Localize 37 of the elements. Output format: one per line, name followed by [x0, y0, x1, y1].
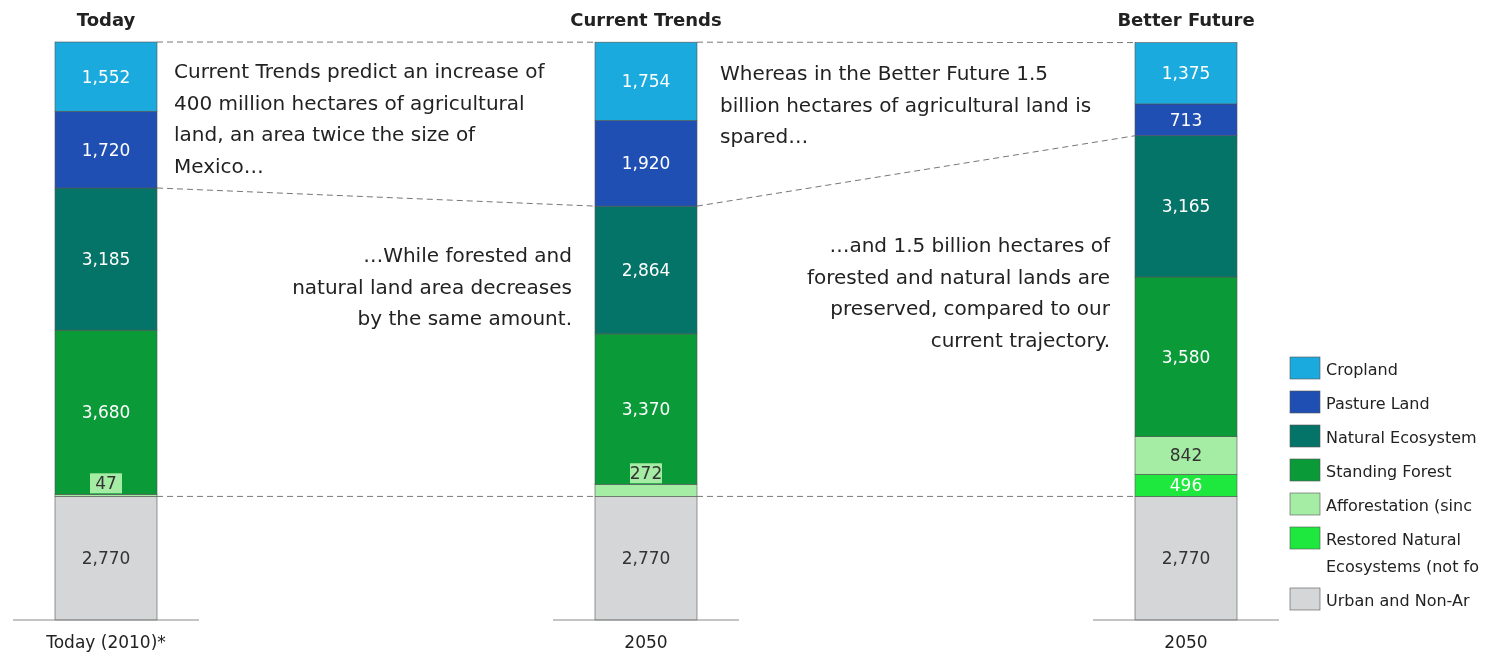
x-tick-label: 2050: [624, 632, 668, 652]
annotation: Current Trends predict an increase of 400 million hectares of agricultural land, an area twice the size of Mexico…: [174, 59, 546, 178]
data-label: 2,770: [1161, 548, 1211, 569]
data-label: 1,552: [81, 66, 131, 87]
legend-label: Natural Ecosystem: [1326, 428, 1477, 447]
bar: [54, 496, 158, 621]
x-tick-label: 2050: [1164, 632, 1208, 652]
legend-label: Pasture Land: [1326, 394, 1430, 413]
data-label: 3,165: [1161, 196, 1211, 217]
data-label: 713: [1169, 109, 1203, 130]
data-label: 2,770: [621, 548, 671, 569]
legend-label: Afforestation (sinc: [1326, 496, 1472, 515]
data-label: 496: [1169, 475, 1203, 496]
data-label: 1,375: [1161, 63, 1211, 84]
legend-label: Standing Forest: [1326, 462, 1452, 481]
text: Better Future: [1117, 9, 1255, 30]
data-label: 1,754: [621, 71, 671, 92]
text: Today: [76, 9, 136, 30]
data-label: 3,680: [81, 402, 131, 423]
data-label: 47: [95, 473, 117, 494]
x-tick-label: Today (2010)*: [45, 632, 166, 652]
annotation: …and 1.5 billion hectares of forested and natural lands are preserved, compared to our current trajectory.: [806, 233, 1111, 352]
data-label: 2,864: [621, 260, 671, 281]
data-label: 3,185: [81, 249, 131, 270]
data-label: 3,580: [1161, 346, 1211, 367]
annotation: …While forested and natural land area decreases by the same amount.: [292, 243, 572, 330]
data-label: 2,770: [81, 548, 131, 569]
text: Current Trends: [570, 9, 722, 30]
annotation: Whereas in the Better Future 1.5 billion hectares of agricultural land is spared…: [720, 61, 1092, 148]
data-label: 3,370: [621, 399, 671, 420]
legend-label: Restored Natural Ecosystems (not fo: [1326, 530, 1479, 576]
legend-label: Cropland: [1326, 360, 1398, 379]
legend-label: Urban and Non-Ar: [1326, 591, 1470, 610]
data-label: 1,920: [621, 153, 671, 174]
data-label: 272: [629, 463, 663, 484]
data-label: 1,720: [81, 139, 131, 160]
data-label: 842: [1169, 445, 1203, 466]
